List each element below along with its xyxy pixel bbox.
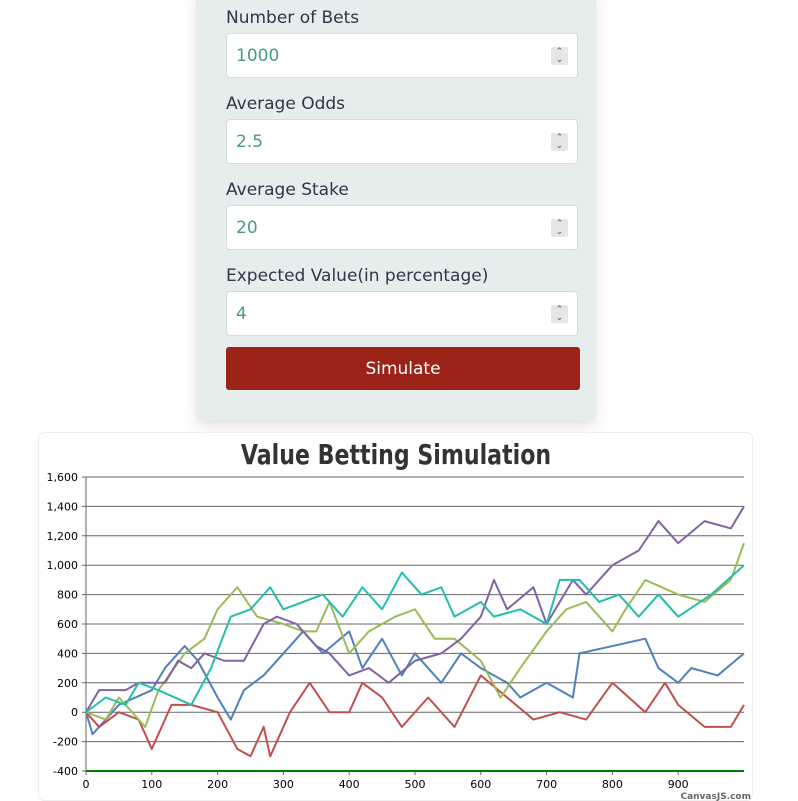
x-tick-label: 200 xyxy=(207,778,228,791)
chart-title: Value Betting Simulation xyxy=(241,439,551,471)
x-tick-label: 700 xyxy=(536,778,557,791)
spinner-icon[interactable]: ⌃ ⌄ xyxy=(551,47,568,65)
average-odds-input[interactable]: 2.5 ⌃ ⌄ xyxy=(226,119,578,164)
average-odds-label: Average Odds xyxy=(226,94,346,114)
x-tick-label: 500 xyxy=(405,778,426,791)
spinner-icon[interactable]: ⌃ ⌄ xyxy=(551,305,568,323)
simulate-button[interactable]: Simulate xyxy=(226,347,580,390)
y-tick-label: 200 xyxy=(57,677,78,690)
input-value: 4 xyxy=(236,304,247,324)
y-tick-label: -200 xyxy=(53,736,78,749)
simulation-form: Number of Bets 1000 ⌃ ⌄ Average Odds 2.5 ⌃ ⌄… xyxy=(196,0,596,420)
series-line-5 xyxy=(85,564,745,714)
y-tick-label: 1,600 xyxy=(47,471,79,484)
input-value: 2.5 xyxy=(236,132,264,152)
number-of-bets-label: Number of Bets xyxy=(226,8,360,28)
y-tick-label: 400 xyxy=(57,647,78,660)
series-line-4 xyxy=(85,505,745,713)
average-stake-input[interactable]: 20 ⌃ ⌄ xyxy=(226,205,578,250)
expected-value-label: Expected Value(in percentage) xyxy=(226,266,489,286)
expected-value-input[interactable]: 4 ⌃ ⌄ xyxy=(226,291,578,336)
x-tick-label: 400 xyxy=(339,778,360,791)
canvasjs-credit[interactable]: CanvasJS.com xyxy=(680,792,751,801)
x-tick-label: 800 xyxy=(602,778,623,791)
series-line-1 xyxy=(85,630,745,736)
y-tick-label: 600 xyxy=(57,618,78,631)
spinner-icon[interactable]: ⌃ ⌄ xyxy=(551,219,568,237)
number-of-bets-input[interactable]: 1000 ⌃ ⌄ xyxy=(226,33,578,78)
series-line-3 xyxy=(85,542,745,728)
y-tick-label: -400 xyxy=(53,765,78,778)
average-stake-label: Average Stake xyxy=(226,180,349,200)
series-line-2 xyxy=(85,674,745,758)
x-tick-label: 600 xyxy=(470,778,491,791)
input-value: 1000 xyxy=(236,46,280,66)
y-tick-label: 1,400 xyxy=(47,500,79,513)
x-tick-label: 0 xyxy=(83,778,90,791)
x-tick-label: 300 xyxy=(273,778,294,791)
y-tick-label: 1,000 xyxy=(47,559,79,572)
y-tick-label: 1,200 xyxy=(47,530,79,543)
x-tick-label: 100 xyxy=(141,778,162,791)
y-tick-label: 800 xyxy=(57,589,78,602)
y-tick-label: 0 xyxy=(71,706,78,719)
spinner-icon[interactable]: ⌃ ⌄ xyxy=(551,133,568,151)
input-value: 20 xyxy=(236,218,258,238)
x-tick-label: 900 xyxy=(668,778,689,791)
